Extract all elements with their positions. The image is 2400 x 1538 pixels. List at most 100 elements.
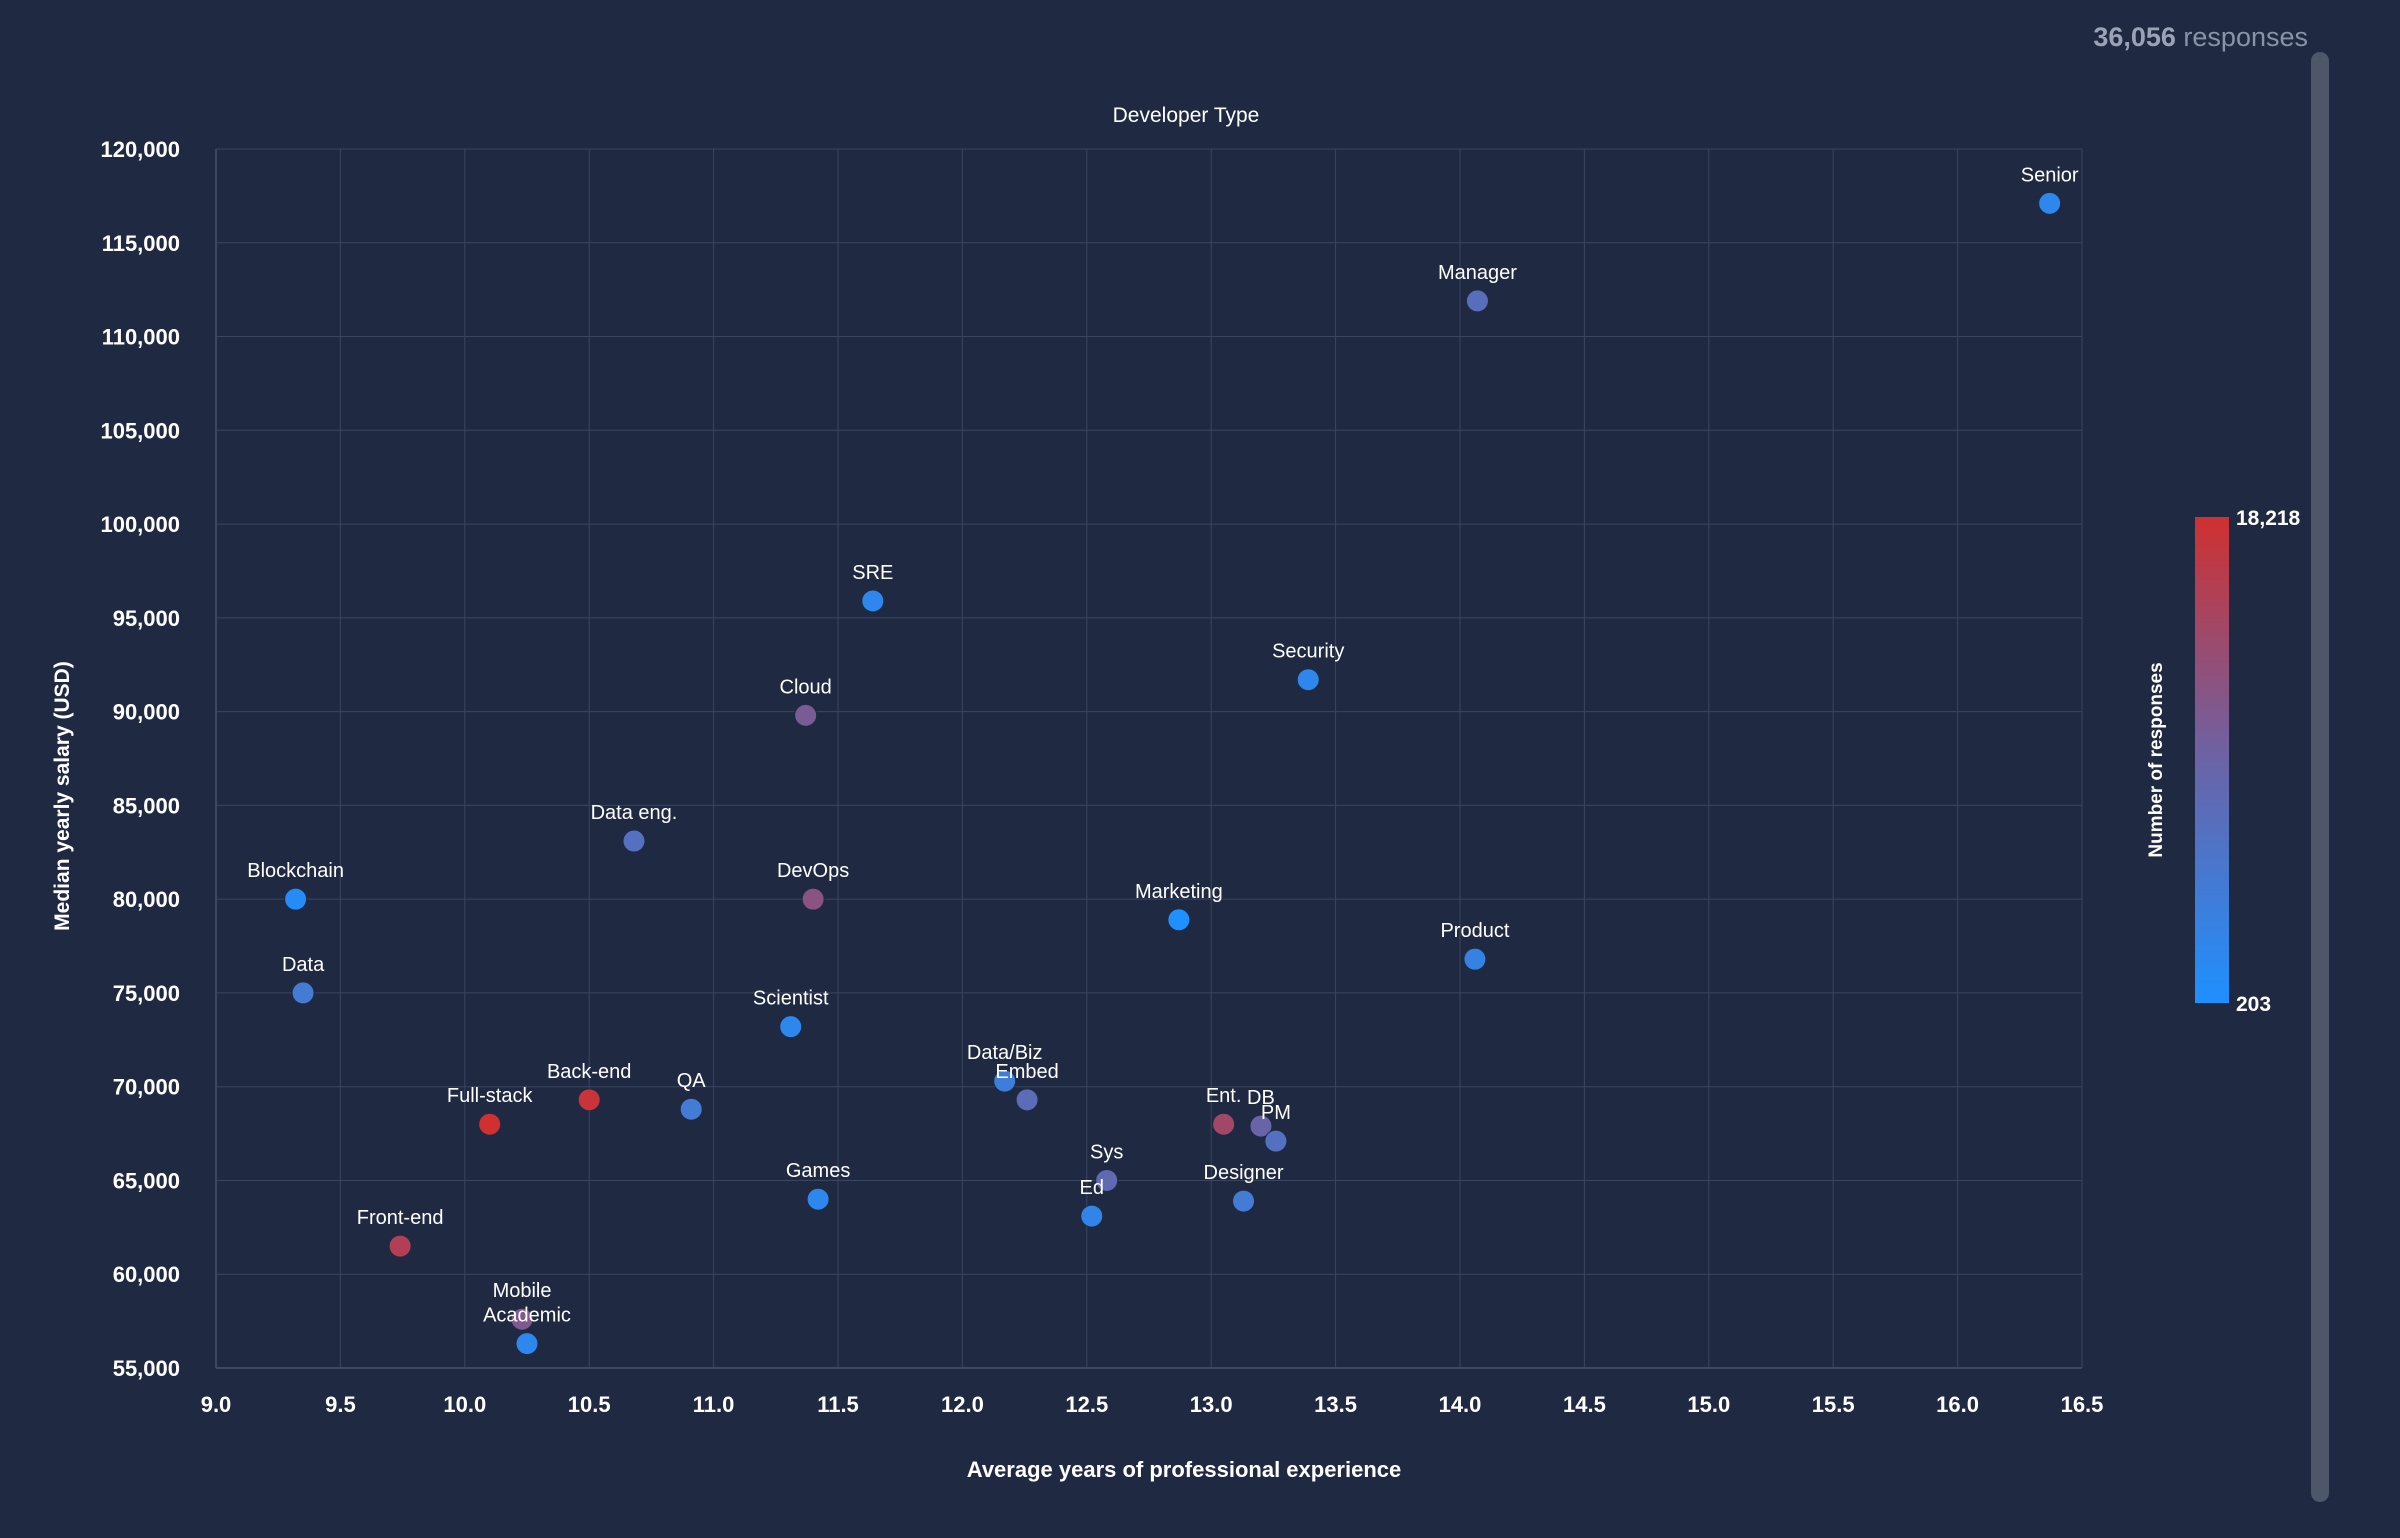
point-label: Product <box>1440 920 1509 942</box>
chart-title: Developer Type <box>1113 104 1260 127</box>
y-tick-label: 70,000 <box>113 1075 180 1100</box>
y-tick-label: 85,000 <box>113 793 180 818</box>
grid <box>215 148 2083 1369</box>
response-count-label: responses <box>2183 22 2308 52</box>
point-label: Senior <box>2021 164 2079 186</box>
point-label: Academic <box>483 1305 571 1327</box>
point-label: Data eng. <box>591 802 678 824</box>
y-tick-label: 105,000 <box>100 418 180 443</box>
x-tick-label: 11.0 <box>693 1392 735 1417</box>
x-tick-label: 11.5 <box>817 1392 859 1417</box>
x-tick-label: 10.0 <box>443 1392 486 1417</box>
y-tick-label: 55,000 <box>113 1356 180 1381</box>
point-label: QA <box>677 1070 707 1092</box>
data-point <box>861 589 885 613</box>
point-label: Cloud <box>780 676 832 698</box>
x-tick-label: 15.5 <box>1812 1392 1855 1417</box>
point-label: Back-end <box>547 1061 632 1083</box>
data-point <box>1264 1129 1288 1153</box>
point-label: Sys <box>1090 1141 1123 1163</box>
data-point <box>1463 947 1487 971</box>
point-label: PM <box>1261 1102 1291 1124</box>
x-tick-label: 15.0 <box>1687 1392 1730 1417</box>
x-tick-label: 12.0 <box>941 1392 984 1417</box>
data-point <box>1249 1114 1273 1138</box>
point-label: Embed <box>995 1061 1058 1083</box>
colorbar-max-label: 18,218 <box>2236 507 2301 530</box>
y-tick-label: 60,000 <box>113 1262 180 1287</box>
x-tick-label: 14.0 <box>1439 1392 1482 1417</box>
data-point <box>478 1112 502 1136</box>
point-label: SRE <box>852 562 893 584</box>
y-tick-label: 100,000 <box>100 512 180 537</box>
x-tick-label: 12.5 <box>1065 1392 1108 1417</box>
point-label: Blockchain <box>247 860 344 882</box>
vertical-scrollbar[interactable] <box>2311 52 2329 1502</box>
data-point <box>794 703 818 727</box>
y-tick-label: 75,000 <box>113 981 180 1006</box>
point-label: DB <box>1247 1087 1275 1109</box>
y-tick-label: 80,000 <box>113 887 180 912</box>
data-point <box>291 981 315 1005</box>
point-label: Full-stack <box>447 1085 534 1107</box>
y-tick-label: 65,000 <box>113 1168 180 1193</box>
y-tick-label: 90,000 <box>113 700 180 725</box>
x-tick-label: 9.5 <box>325 1392 356 1417</box>
colorbar-title: Number of responses <box>2146 662 2167 857</box>
data-point <box>1296 668 1320 692</box>
x-tick-label: 16.0 <box>1936 1392 1979 1417</box>
data-point <box>1095 1168 1119 1192</box>
x-tick-label: 16.5 <box>2061 1392 2104 1417</box>
y-tick-label: 115,000 <box>102 231 180 256</box>
point-label: Ent. <box>1206 1085 1242 1107</box>
point-label: Data/Biz <box>967 1042 1043 1064</box>
data-point <box>515 1332 539 1356</box>
x-tick-label: 13.5 <box>1314 1392 1357 1417</box>
point-label: Front-end <box>357 1207 444 1229</box>
point-label: Data <box>282 954 325 976</box>
x-tick-label: 10.5 <box>568 1392 611 1417</box>
response-count: 36,056 responses <box>2093 22 2308 53</box>
y-axis-label: Median yearly salary (USD) <box>51 661 74 931</box>
data-points: Senior Manager SRE Security Cloud Data eng. Bl… <box>247 164 2079 1356</box>
point-label: Designer <box>1204 1162 1284 1184</box>
axes: 9.0 9.5 10.0 10.5 11.0 11.5 12.0 12.5 13.0 13.5 14… <box>100 137 2103 1417</box>
colorbar: 18,218 203 Number of responses <box>2146 507 2301 1016</box>
data-point <box>1080 1204 1104 1228</box>
data-point <box>2038 191 2062 215</box>
data-point <box>622 829 646 853</box>
y-tick-label: 95,000 <box>113 606 180 631</box>
colorbar-min-label: 203 <box>2236 993 2271 1016</box>
data-point <box>993 1069 1017 1093</box>
response-count-value: 36,056 <box>2093 22 2176 52</box>
data-point <box>510 1307 534 1331</box>
point-label: Games <box>786 1160 850 1182</box>
data-point <box>577 1088 601 1112</box>
point-label: Marketing <box>1135 881 1223 903</box>
data-point <box>1232 1189 1256 1213</box>
data-point <box>806 1187 830 1211</box>
x-tick-label: 9.0 <box>201 1392 232 1417</box>
point-label: Scientist <box>753 988 829 1010</box>
x-axis-label: Average years of professional experience <box>967 1457 1402 1482</box>
point-label: Ed <box>1080 1177 1104 1199</box>
colorbar-gradient <box>2195 517 2229 1003</box>
data-point <box>284 887 308 911</box>
point-label: Manager <box>1438 262 1517 284</box>
point-label: Mobile <box>493 1280 552 1302</box>
y-tick-label: 110,000 <box>102 325 180 350</box>
data-point <box>679 1097 703 1121</box>
data-point <box>1212 1112 1236 1136</box>
data-point <box>779 1015 803 1039</box>
data-point <box>388 1234 412 1258</box>
y-tick-label: 120,000 <box>100 137 180 162</box>
point-label: Security <box>1272 641 1344 663</box>
point-label: DevOps <box>777 860 849 882</box>
x-tick-label: 14.5 <box>1563 1392 1606 1417</box>
data-point <box>801 887 825 911</box>
data-point <box>1167 908 1191 932</box>
data-point <box>1465 289 1489 313</box>
data-point <box>1015 1088 1039 1112</box>
x-tick-label: 13.0 <box>1190 1392 1233 1417</box>
